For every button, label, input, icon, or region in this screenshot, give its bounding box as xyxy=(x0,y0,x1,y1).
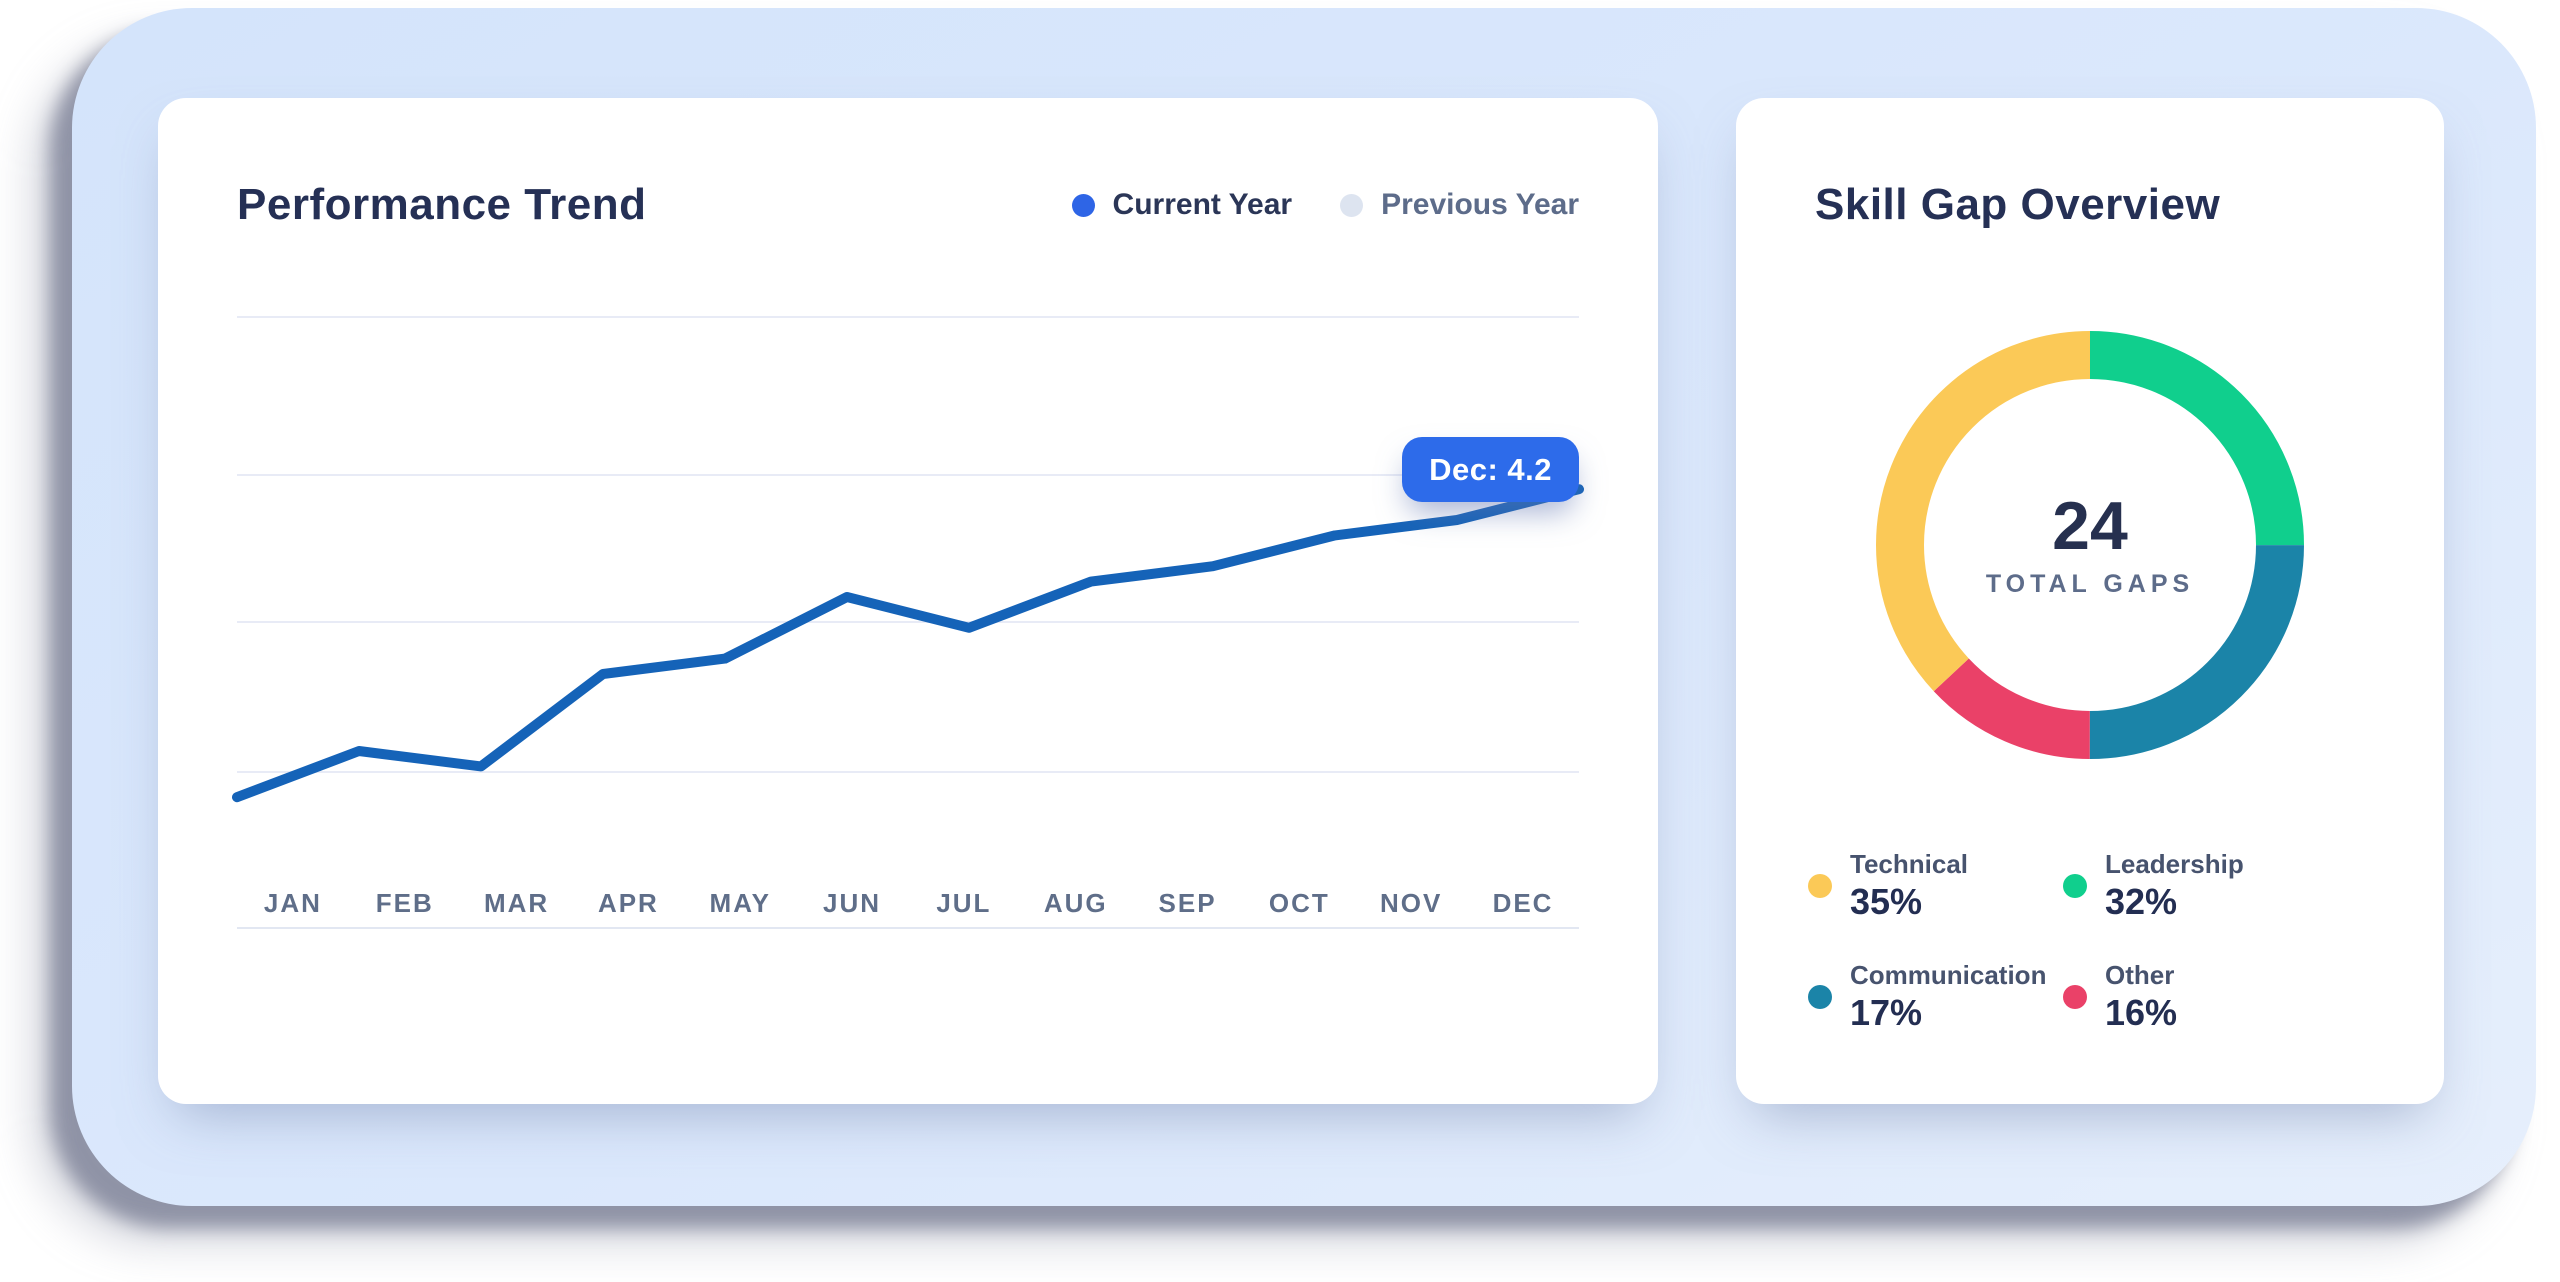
skill-gap-donut: 24 TOTAL GAPS xyxy=(1870,325,2310,765)
skill-legend-item-leadership: Leadership 32% xyxy=(2063,850,2404,921)
x-axis-label-oct: OCT xyxy=(1268,888,1330,918)
other-dot-icon xyxy=(2063,984,2087,1009)
skill-legend-texts: Communication 17% xyxy=(1850,961,2046,1032)
legend-item-current-year[interactable]: Current Year xyxy=(1071,188,1293,222)
x-axis-line xyxy=(237,927,1579,929)
dashboard-panel: Performance Trend Current Year Previous Y… xyxy=(72,8,2536,1206)
skill-legend: Technical 35% Leadership 32% Communication 17… xyxy=(1808,850,2404,1032)
x-axis-label-jun: JUN xyxy=(823,888,882,918)
performance-trend-title: Performance Trend xyxy=(237,180,647,229)
technical-dot-icon xyxy=(1808,873,1832,898)
skill-label: Communication xyxy=(1850,960,2047,991)
skill-label: Other xyxy=(2105,960,2175,991)
dec-tooltip: Dec: 4.2 xyxy=(1402,437,1579,502)
skill-legend-item-communication: Communication 17% xyxy=(1808,961,2063,1032)
leadership-dot-icon xyxy=(2063,873,2087,898)
x-axis-label-dec: DEC xyxy=(1492,888,1554,918)
skill-gap-title: Skill Gap Overview xyxy=(1815,180,2221,229)
x-axis-label-apr: APR xyxy=(597,888,659,918)
x-axis-label-nov: NOV xyxy=(1380,888,1443,918)
skill-legend-texts: Leadership 32% xyxy=(2105,850,2244,921)
previous-year-dot-icon xyxy=(1340,193,1364,217)
current-year-line xyxy=(232,484,1584,803)
x-axis-label-jul: JUL xyxy=(936,888,992,918)
skill-percentage: 17% xyxy=(1850,991,1923,1033)
donut-segment-technical xyxy=(1876,331,2304,759)
skill-percentage: 16% xyxy=(2105,991,2178,1033)
trend-legend: Current Year Previous Year xyxy=(1071,188,1579,222)
skill-legend-item-technical: Technical 35% xyxy=(1808,850,2063,921)
performance-card-header: Performance Trend Current Year Previous Y… xyxy=(237,180,1579,231)
communication-dot-icon xyxy=(1808,984,1832,1009)
skill-card-header: Skill Gap Overview xyxy=(1815,180,2365,231)
legend-label: Current Year xyxy=(1112,188,1293,222)
performance-trend-card: Performance Trend Current Year Previous Y… xyxy=(158,98,1658,1104)
skill-legend-item-other: Other 16% xyxy=(2063,961,2404,1032)
skill-gap-card: Skill Gap Overview 24 TOTAL GAPS Technic… xyxy=(1736,98,2444,1104)
skill-percentage: 35% xyxy=(1850,880,1923,922)
performance-line-chart xyxy=(232,316,1584,803)
legend-item-previous-year[interactable]: Previous Year xyxy=(1340,188,1579,222)
legend-label: Previous Year xyxy=(1381,188,1579,222)
skill-label: Leadership xyxy=(2105,849,2244,879)
skill-legend-texts: Technical 35% xyxy=(1850,850,1968,921)
x-axis-label-mar: MAR xyxy=(483,888,550,918)
x-axis-label-aug: AUG xyxy=(1043,888,1108,918)
x-axis-labels: JAN FEB MAR APR MAY JUN JUL AUG SEP OCT NOV DEC xyxy=(237,888,1579,919)
skill-label: Technical xyxy=(1850,849,1969,879)
donut-segment-communication xyxy=(1876,331,2304,759)
donut-chart xyxy=(1876,331,2304,759)
skill-legend-texts: Other 16% xyxy=(2105,961,2177,1032)
x-axis-label-feb: FEB xyxy=(375,888,434,918)
dec-tooltip-label: Dec: 4.2 xyxy=(1429,451,1552,487)
skill-percentage: 32% xyxy=(2105,880,2178,922)
x-axis-label-sep: SEP xyxy=(1158,888,1217,918)
x-axis-label-jan: JAN xyxy=(263,888,322,918)
x-axis-label-may: MAY xyxy=(709,888,771,918)
current-year-dot-icon xyxy=(1071,193,1095,217)
